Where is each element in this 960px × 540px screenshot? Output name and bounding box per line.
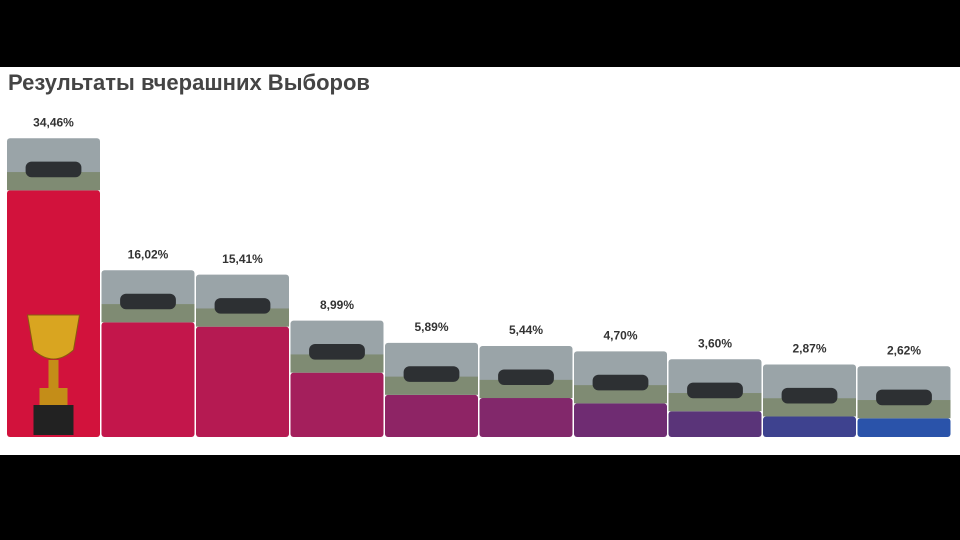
- bar: [574, 403, 667, 437]
- value-label: 8,99%: [320, 298, 354, 312]
- photo-car: [403, 366, 460, 382]
- bar: [857, 418, 951, 437]
- value-label: 5,44%: [509, 323, 543, 337]
- photo-car: [781, 387, 838, 404]
- value-label: 16,02%: [128, 247, 169, 261]
- trophy-base: [33, 405, 74, 435]
- bar: [196, 326, 289, 437]
- photo-car: [309, 344, 365, 360]
- value-label: 3,60%: [698, 336, 732, 350]
- bar: [763, 416, 856, 437]
- value-label: 34,46%: [33, 115, 74, 129]
- photo-car: [120, 293, 176, 310]
- bar: [101, 322, 195, 437]
- trophy-stem: [48, 360, 59, 388]
- photo-car: [592, 374, 649, 391]
- value-label: 2,62%: [887, 343, 921, 357]
- value-label: 2,87%: [792, 342, 826, 356]
- trophy-neck: [39, 388, 68, 405]
- bar: [479, 398, 573, 437]
- bar: [290, 372, 384, 437]
- bar: [7, 190, 100, 437]
- photo-car: [876, 389, 932, 406]
- photo-car: [498, 369, 554, 386]
- chart-title: Результаты вчерашних Выборов: [8, 70, 370, 95]
- photo-car: [687, 382, 743, 399]
- value-label: 5,89%: [414, 320, 448, 334]
- photo-car: [214, 298, 271, 314]
- photo-car: [25, 161, 82, 178]
- value-label: 4,70%: [603, 329, 637, 343]
- bar: [385, 394, 478, 437]
- value-label: 15,41%: [222, 252, 263, 266]
- bar: [668, 411, 762, 437]
- trophy: [26, 314, 81, 360]
